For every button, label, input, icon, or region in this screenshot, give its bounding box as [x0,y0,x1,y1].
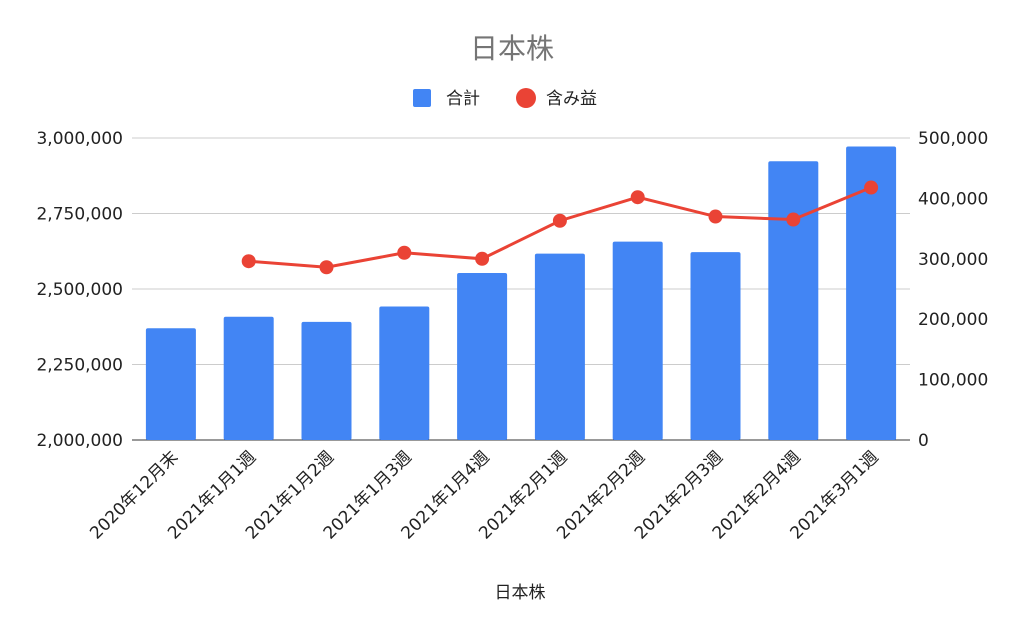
line-point [786,212,801,227]
line-point [864,180,879,195]
legend-label-unrealized-gain: 含み益 [546,89,597,109]
legend-label-total: 合計 [446,89,480,109]
bar [612,241,663,440]
bar [223,316,274,440]
line-point [552,213,567,228]
bar [301,321,352,440]
line-point [708,209,723,224]
y-right-tick-label: 300,000 [918,250,988,270]
y-right-tick-label: 500,000 [918,129,988,149]
y-left-tick-label: 3,000,000 [36,129,123,149]
chart-title: 日本株 [470,32,554,65]
y-axis-left: 2,000,000 2,250,000 2,500,000 2,750,000 3,00… [36,129,123,451]
x-axis: 2020年12月末2021年1月1週2021年1月2週2021年1月3週2021… [86,447,882,543]
y-left-tick-label: 2,250,000 [36,356,123,376]
bar [379,306,430,440]
line-point [630,190,645,205]
y-right-tick-label: 0 [918,431,929,451]
bar [768,161,819,440]
line-point [241,254,256,269]
line-series [241,180,879,275]
y-right-tick-label: 400,000 [918,189,988,209]
y-left-tick-label: 2,500,000 [36,280,123,300]
bar [457,272,508,440]
y-left-tick-label: 2,750,000 [36,205,123,225]
legend: 合計 含み益 [413,88,597,109]
x-axis-title: 日本株 [495,583,546,603]
y-axis-right: 0 100,000 200,000 300,000 400,000 500,000 [918,129,988,451]
line-point [319,260,334,275]
legend-swatch-total [413,89,431,107]
bar [846,146,897,440]
bar [690,252,741,440]
y-left-tick-label: 2,000,000 [36,431,123,451]
line-point [397,245,412,260]
bar [534,253,585,440]
y-right-tick-label: 200,000 [918,310,988,330]
bar [145,328,196,440]
y-right-tick-label: 100,000 [918,371,988,391]
bar-series [145,146,897,440]
line-point [475,251,490,266]
legend-swatch-unrealized-gain [516,88,536,108]
